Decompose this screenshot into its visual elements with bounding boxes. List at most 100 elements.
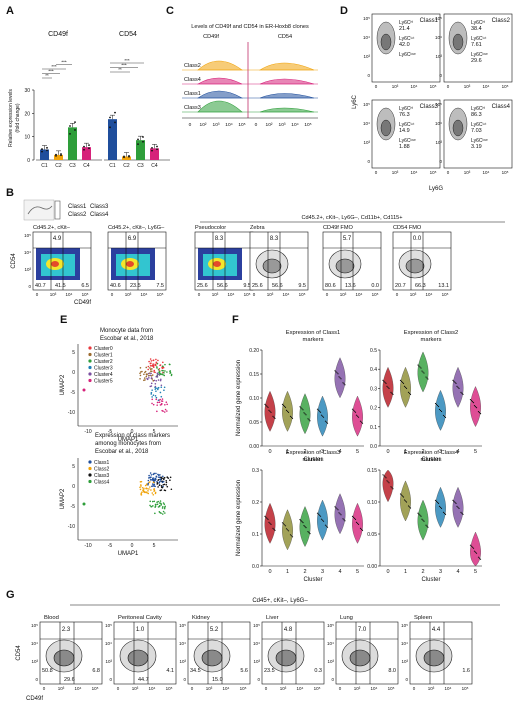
panel-g-gate-bm: 15.0 <box>212 677 223 683</box>
panel-g-xtick: 10⁴ <box>75 686 82 691</box>
panel-e-top-legend-swatch <box>88 365 92 370</box>
panel-d-gate-value: 21.4 <box>399 26 410 32</box>
panel-e-bottom-point <box>154 503 157 506</box>
panel-b-xtick: 10³ <box>125 292 132 297</box>
panel-e-top-point <box>150 372 152 375</box>
panel-e-bottom-point <box>160 476 162 479</box>
panel-b-ytick: 0 <box>28 284 31 289</box>
panel-e-top-point <box>157 368 160 371</box>
panel-e-top-point <box>151 396 153 398</box>
panel-a-bar-charts: Relative expression levels (fold change)… <box>8 31 170 169</box>
panel-a-sig-label: *** <box>124 58 130 63</box>
panel-e-bottom-point <box>146 487 148 490</box>
panel-g-xtick: 10³ <box>132 686 139 691</box>
panel-e-top-point <box>165 401 168 404</box>
panel-f-point <box>299 519 301 521</box>
panel-a-xtick-label: C3 <box>69 163 76 169</box>
panel-e-bottom-point <box>163 503 166 506</box>
panel-a-bar <box>54 154 63 160</box>
panel-f-ytick-label: 0.0 <box>370 444 377 450</box>
panel-f-point <box>385 477 387 479</box>
panel-e-bottom-point <box>162 502 165 504</box>
panel-g-gate-bm: 44.7 <box>138 677 149 683</box>
panel-e-top-point <box>143 373 145 376</box>
panel-f-point <box>356 415 359 417</box>
panel-e-top-point <box>157 379 160 381</box>
panel-d-xtick: 10⁴ <box>411 84 418 89</box>
panel-e-bottom-ytick: -10 <box>68 524 75 530</box>
panel-f-point <box>423 520 425 522</box>
panel-e-top-point <box>161 398 164 400</box>
panel-e-bottom-point <box>159 480 162 482</box>
panel-a-xtick-label: C3 <box>137 163 144 169</box>
panel-c-ridge-cd49f <box>197 90 244 99</box>
panel-g-gate-br: 1.6 <box>462 668 470 674</box>
panel-f-point <box>304 413 306 415</box>
panel-e-top-point <box>157 399 160 402</box>
panel-e-top-point <box>152 365 155 367</box>
panel-b-xtick: 10⁵ <box>372 292 379 297</box>
panel-f-point <box>392 488 394 490</box>
panel-f-point <box>299 406 301 408</box>
panel-f-point <box>442 414 445 417</box>
panel-a-dot <box>137 138 139 141</box>
panel-e-top-point <box>149 367 151 369</box>
panel-e-top-point <box>155 379 158 382</box>
panel-d-ytick: 10⁴ <box>435 121 442 126</box>
panel-e-bottom-point <box>152 477 154 480</box>
panel-f-xtick-label: 1 <box>404 569 407 575</box>
panel-g-gate-br: 5.6 <box>240 668 248 674</box>
panel-f-point <box>360 528 363 531</box>
panel-f-point <box>268 409 270 411</box>
panel-f-point <box>392 393 394 395</box>
panel-e-bottom-point <box>165 479 168 482</box>
panel-e-top-point <box>163 372 165 374</box>
panel-e-bottom-point <box>141 491 143 493</box>
panel-d-gate-label: Ly6Cⁱⁿᵗ <box>399 35 414 42</box>
panel-f-point <box>334 506 336 508</box>
panel-g-ytick: 10⁵ <box>327 623 334 628</box>
panel-f-point <box>322 520 325 522</box>
panel-d-ytick: 10⁵ <box>435 102 442 107</box>
panel-f-ytick-label: 0.0 <box>252 564 259 570</box>
panel-d-gate-label: Ly6Cˡᵒʷ <box>471 52 488 58</box>
panel-f-point <box>402 382 405 384</box>
panel-e-umap: Monocyte data from Escobar et al., 2018 … <box>60 328 178 557</box>
panel-c-row-label: Class2 <box>184 63 201 69</box>
panel-e-top-point <box>150 393 153 395</box>
panel-b-contour-inner <box>405 258 425 274</box>
panel-e-top-point <box>144 371 146 374</box>
panel-f-point <box>320 518 323 520</box>
panel-g-xtick: 10⁴ <box>223 686 230 691</box>
panel-g-contour-inner <box>349 649 371 667</box>
panel-b-gate-bm: 13.6 <box>345 283 356 289</box>
panel-e-top-point <box>161 365 164 367</box>
panel-d-ytick: 10⁴ <box>363 35 370 40</box>
panel-f-title-line2: markers <box>421 337 442 343</box>
panel-e-bottom-point <box>163 477 165 480</box>
panel-f-point <box>264 403 266 405</box>
panel-g-gate-br: 0.3 <box>314 668 322 674</box>
panel-a-bar <box>108 119 117 160</box>
panel-f-point <box>284 525 287 527</box>
panel-d-xtick: 10⁵ <box>502 84 509 89</box>
panel-g-gate-top: 4.8 <box>284 627 293 633</box>
panel-f-ytick-label: 0.05 <box>367 532 377 538</box>
panel-e-title2-line1: Expression of class markers <box>95 433 170 439</box>
panel-f-point <box>399 379 402 381</box>
panel-e-bottom-point <box>145 491 147 493</box>
panel-e-bottom-point <box>156 482 159 485</box>
panel-a-dot <box>109 126 111 129</box>
panel-e-bottom-ytick: 0 <box>72 484 75 490</box>
legend-class4: Class4 <box>90 212 109 218</box>
panel-g-gate-bl: 50.8 <box>42 668 53 674</box>
panel-f-point <box>477 411 480 413</box>
panel-d-gate-label: Ly6Cʰⁱ <box>399 19 413 26</box>
panel-a-bar <box>150 148 159 160</box>
panel-d-ytick: 0 <box>367 159 370 164</box>
panel-e-top-legend-swatch <box>88 352 92 357</box>
panel-f-point <box>471 401 474 403</box>
panel-e-bottom-point <box>157 473 159 476</box>
panel-a-dot <box>137 143 139 146</box>
panel-f-point <box>443 512 446 515</box>
